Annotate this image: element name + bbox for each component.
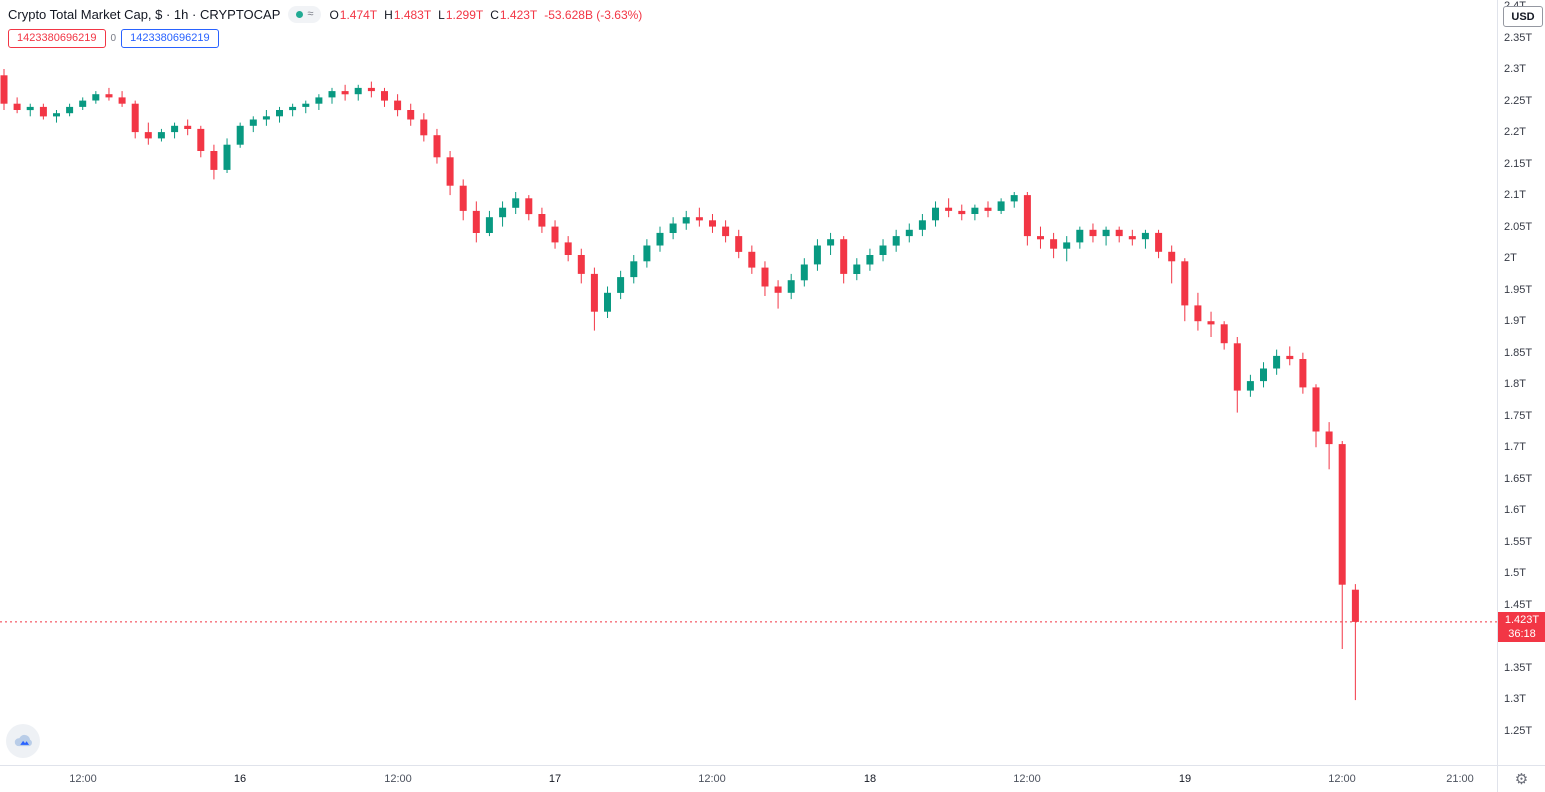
open-value: O 1.474T — [329, 7, 378, 22]
time-axis-label: 17 — [548, 773, 562, 785]
price-axis-label: 2.1T — [1504, 189, 1527, 201]
price-axis-label: 1.45T — [1504, 599, 1533, 611]
price-axis-label: 1.55T — [1504, 536, 1533, 548]
price-axis-label: 2.3T — [1504, 63, 1527, 75]
current-price-value: 1.423T — [1504, 614, 1540, 626]
change-value: -53.628B (-3.63%) — [544, 7, 643, 22]
chart-legend: Crypto Total Market Cap, $ · 1h · CRYPTO… — [8, 6, 642, 48]
value-badge-red[interactable]: 1423380696219 — [8, 29, 106, 48]
price-axis-label: 1.7T — [1504, 441, 1527, 453]
time-axis-label: 19 — [1178, 773, 1192, 785]
price-axis-label: 2T — [1504, 252, 1517, 264]
close-value: C 1.423T — [490, 7, 538, 22]
price-axis-label: 1.75T — [1504, 410, 1533, 422]
market-status-pill[interactable]: ≈ — [288, 6, 322, 23]
approx-icon: ≈ — [307, 8, 314, 20]
current-price-label: 1.423T 36:18 — [1498, 612, 1545, 642]
axis-settings-corner: ⚙ — [1497, 766, 1545, 792]
price-axis-label: 1.9T — [1504, 315, 1527, 327]
price-axis-label: 2.05T — [1504, 221, 1533, 233]
gear-icon[interactable]: ⚙ — [1514, 770, 1529, 788]
price-axis-label: 2.15T — [1504, 158, 1533, 170]
time-axis-label: 12:00 — [698, 773, 726, 785]
price-axis-label: 1.8T — [1504, 378, 1527, 390]
ohlc-readout: O 1.474T H 1.483T L 1.299T C 1.423T -53.… — [329, 8, 642, 22]
candlestick-chart[interactable] — [0, 0, 1497, 765]
value-badge-blue[interactable]: 1423380696219 — [121, 29, 219, 48]
price-axis-label: 1.25T — [1504, 725, 1533, 737]
market-status-dot-icon — [296, 11, 304, 18]
bar-countdown: 36:18 — [1508, 628, 1536, 640]
price-axis-label: 1.3T — [1504, 693, 1527, 705]
price-axis-label: 1.85T — [1504, 347, 1533, 359]
price-axis-label: 1.65T — [1504, 473, 1533, 485]
price-axis-label: 2.35T — [1504, 32, 1533, 44]
price-axis-label: 2.2T — [1504, 126, 1527, 138]
time-axis-label: 12:00 — [1013, 773, 1041, 785]
cloud-logo-icon — [14, 734, 32, 747]
currency-button[interactable]: USD — [1503, 6, 1543, 27]
price-axis[interactable]: USD 2.4T2.35T2.3T2.25T2.2T2.15T2.1T2.05T… — [1497, 0, 1545, 765]
tradingview-logo[interactable] — [6, 724, 40, 758]
time-axis-label: 12:00 — [1328, 773, 1356, 785]
price-axis-label: 1.95T — [1504, 284, 1533, 296]
symbol-title[interactable]: Crypto Total Market Cap, $ · 1h · CRYPTO… — [8, 7, 281, 22]
time-axis-label: 18 — [863, 773, 877, 785]
price-axis-label: 1.5T — [1504, 567, 1527, 579]
low-value: L 1.299T — [438, 7, 484, 22]
time-axis[interactable]: 12:00 16 12:00 17 12:00 18 12:00 19 12:00 21:00 ⚙ — [0, 765, 1545, 792]
time-axis-label: 12:00 — [69, 773, 97, 785]
badge-separator-value: 0 — [110, 33, 117, 44]
legend-row-badges: 1423380696219 0 1423380696219 — [8, 29, 642, 48]
time-axis-label: 12:00 — [384, 773, 412, 785]
price-axis-label: 2.25T — [1504, 95, 1533, 107]
time-axis-label: 16 — [233, 773, 247, 785]
price-axis-label: 1.6T — [1504, 504, 1527, 516]
time-axis-label: 21:00 — [1446, 773, 1474, 785]
legend-row-main: Crypto Total Market Cap, $ · 1h · CRYPTO… — [8, 6, 642, 23]
high-value: H 1.483T — [384, 7, 432, 22]
candles-canvas[interactable] — [0, 0, 1497, 765]
price-axis-label: 1.35T — [1504, 662, 1533, 674]
